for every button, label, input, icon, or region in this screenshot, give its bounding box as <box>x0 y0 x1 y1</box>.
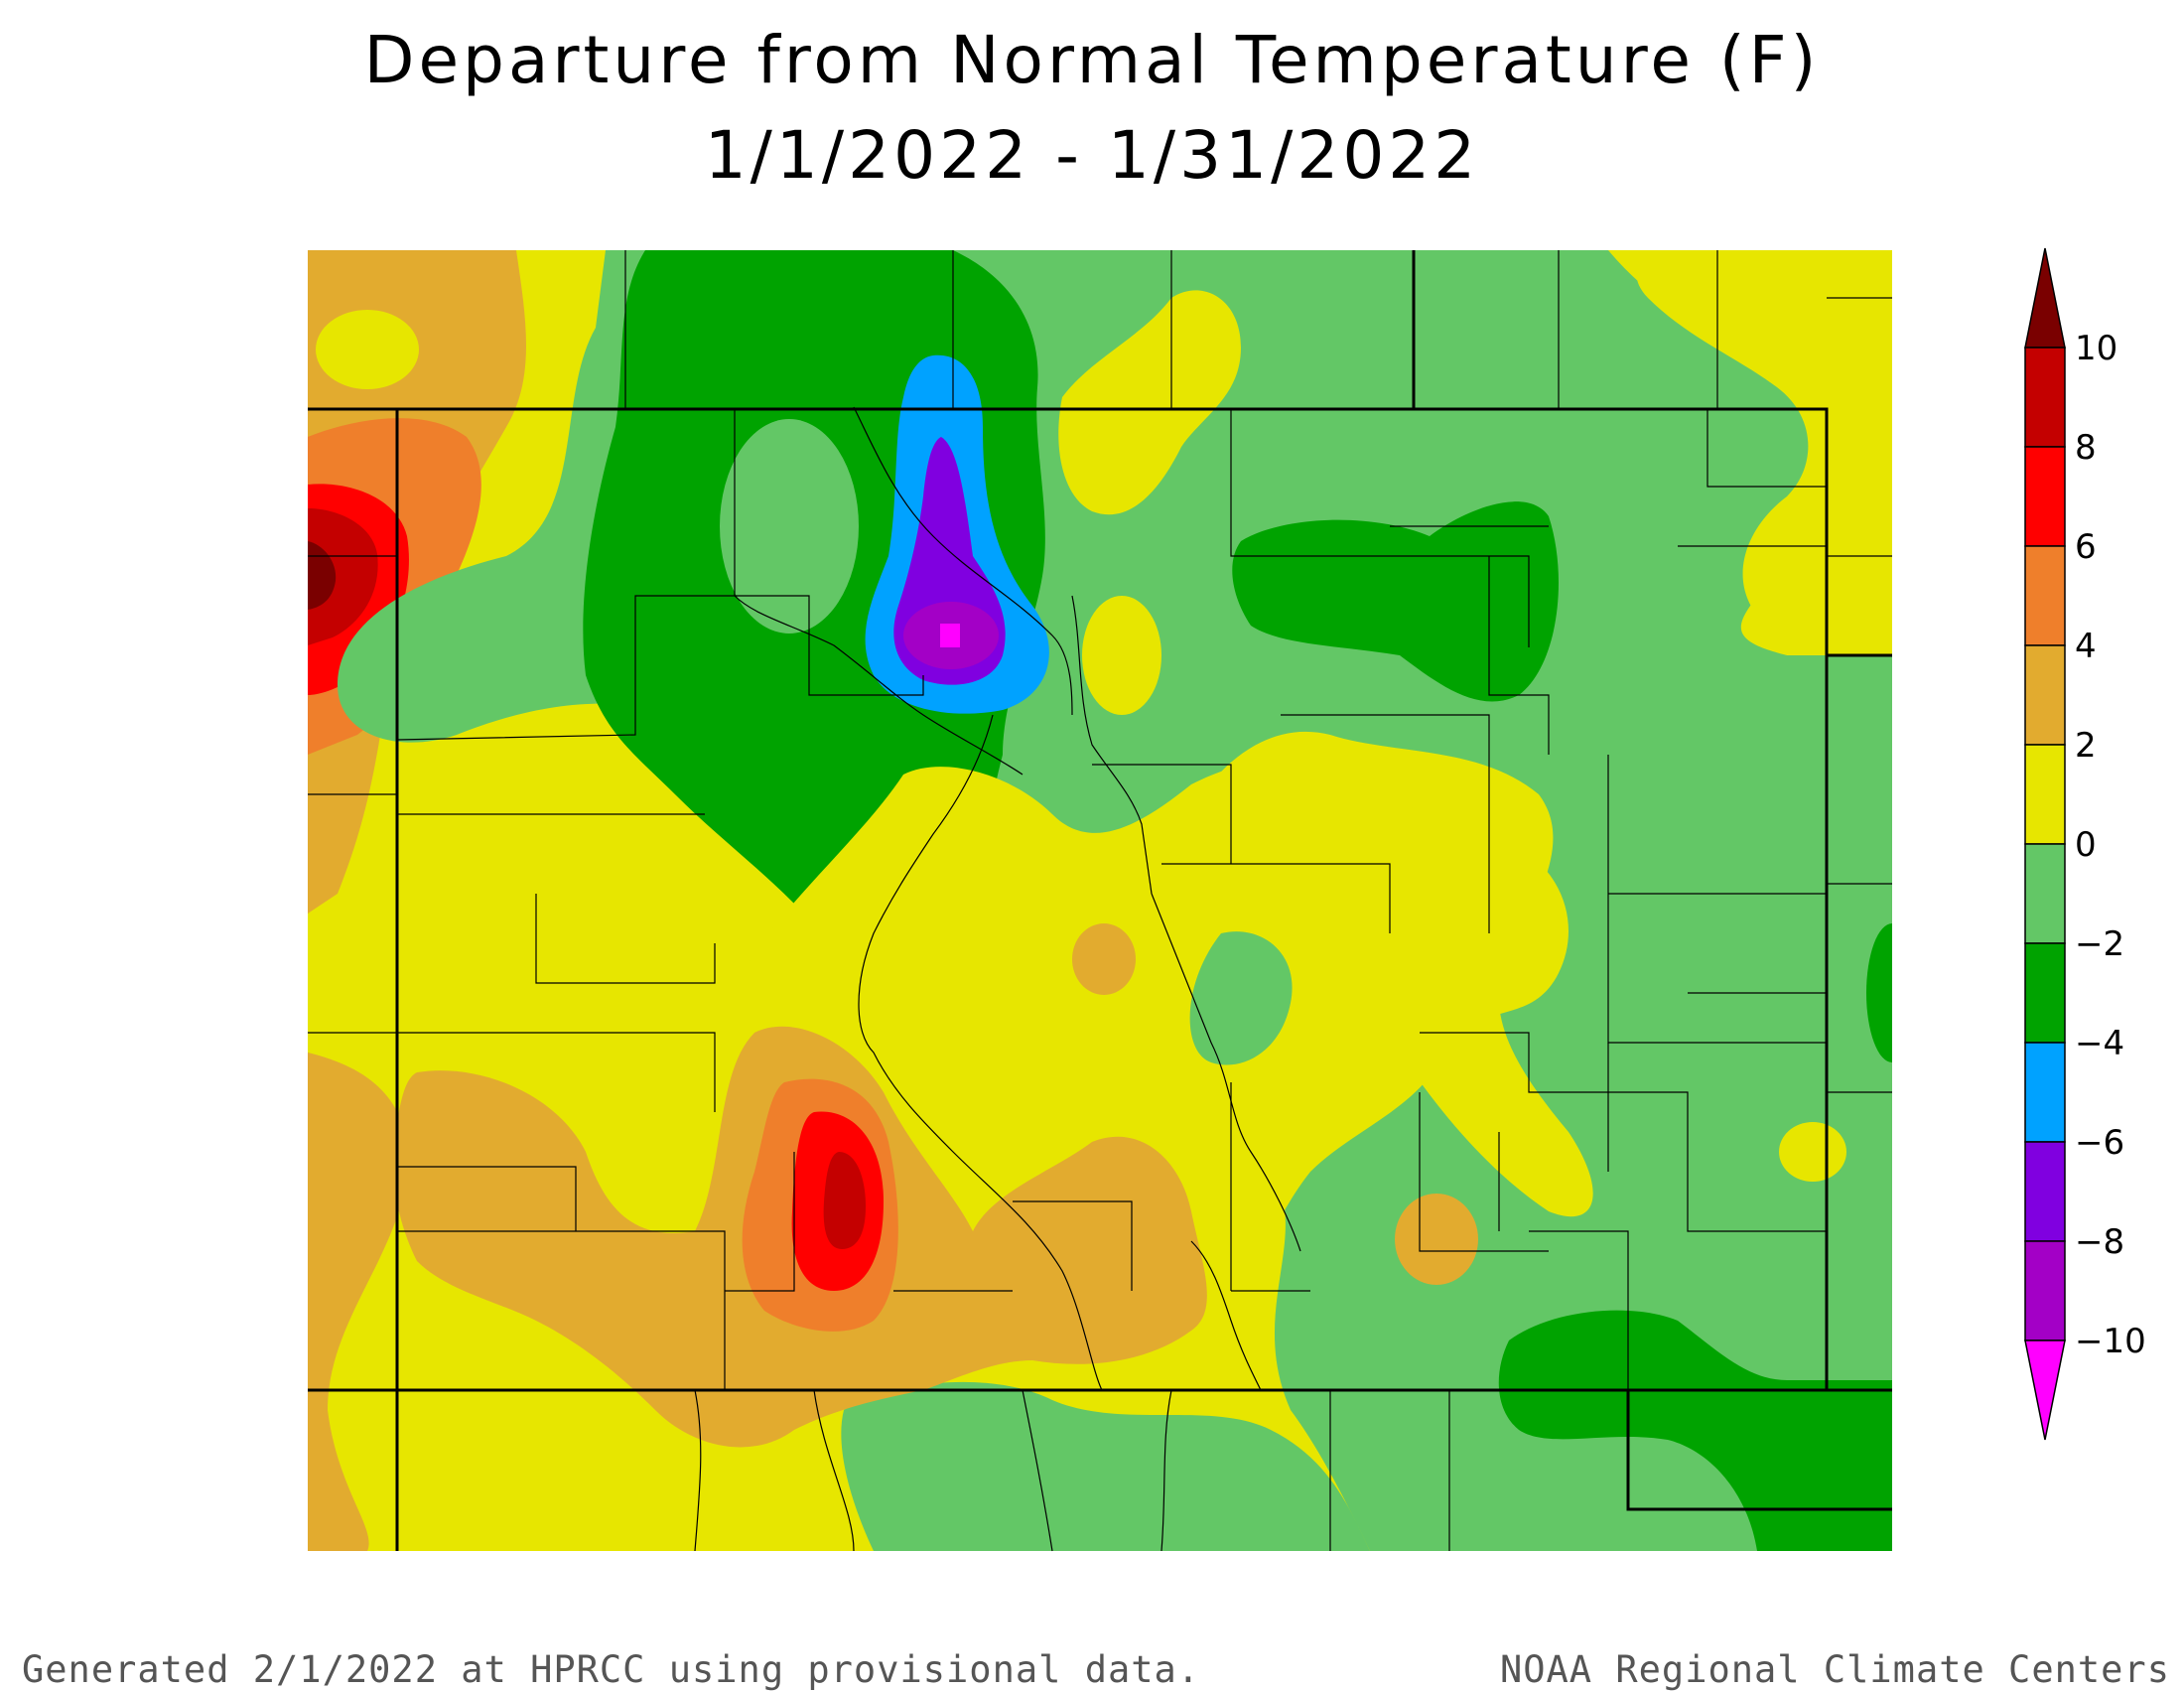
legend-tick-label: −2 <box>2075 924 2124 964</box>
legend-bin <box>2024 446 2066 547</box>
legend-bin <box>2024 644 2066 746</box>
legend-tick-label: 4 <box>2075 627 2097 666</box>
fill-2-to-4-center-blob <box>1072 923 1136 995</box>
county-boundaries <box>308 250 1892 1552</box>
legend-bin <box>2024 347 2066 448</box>
legend-tick-label: −4 <box>2075 1024 2124 1063</box>
legend-bin <box>2024 545 2066 646</box>
fill-minus4-to-minus2-southeast <box>1498 1310 1892 1551</box>
legend-arrow-top <box>2024 247 2066 349</box>
fill-8-to-10-west <box>308 508 378 645</box>
legend-tick-label: 6 <box>2075 527 2097 567</box>
contour-fill-layer <box>308 250 1892 1551</box>
color-legend: 10 8 6 4 2 0 −2 −4 −6 −8 −10 <box>2024 247 2146 1441</box>
fill-minus2-to-0-hole <box>720 419 859 634</box>
legend-tick-label: −10 <box>2075 1322 2146 1361</box>
legend-bin <box>2024 1141 2066 1242</box>
legend-tick-label: 10 <box>2075 329 2117 368</box>
legend-bin <box>2024 843 2066 944</box>
generated-note: Generated 2/1/2022 at HPRCC using provis… <box>22 1648 1201 1691</box>
date-range-subtitle: 1/1/2022 - 1/31/2022 <box>704 117 1480 194</box>
legend-bin <box>2024 1042 2066 1143</box>
legend-tick-label: 8 <box>2075 428 2097 468</box>
fill-0-to-2-ne <box>1636 250 1892 638</box>
legend-tick-label: −6 <box>2075 1123 2124 1163</box>
legend-tick-label: 0 <box>2075 825 2097 865</box>
fill-0-to-2-central <box>730 763 1569 1314</box>
legend-tick-label: −8 <box>2075 1222 2124 1262</box>
fill-gt-10-west <box>308 541 337 610</box>
legend-bin <box>2024 1240 2066 1341</box>
fill-0-to-2-center-blob <box>1082 596 1161 715</box>
fill-minus4-to-minus2-east <box>1232 501 1559 702</box>
fill-0-to-2-nw-blob <box>316 310 419 389</box>
fill-2-to-4-east-blob <box>1395 1194 1478 1285</box>
fill-0-to-2-east-blob <box>1779 1122 1846 1182</box>
fill-lt-minus10 <box>940 624 960 647</box>
legend-arrow-bottom <box>2024 1339 2066 1441</box>
legend-bin <box>2024 744 2066 845</box>
map-title: Departure from Normal Temperature (F) <box>363 22 1821 98</box>
fill-8-to-10-southwest <box>823 1152 866 1249</box>
fill-2-to-4-southwest-edge <box>308 1053 408 1551</box>
state-boundaries <box>308 250 1892 1551</box>
fill-minus4-to-minus2-east-edge <box>1866 923 1892 1062</box>
fill-0-to-2-north-blob <box>1058 290 1241 515</box>
fill-minus2-to-0-south <box>841 1381 1370 1551</box>
source-credit: NOAA Regional Climate Centers <box>1499 1648 2170 1691</box>
legend-tick-label: 2 <box>2075 726 2097 766</box>
legend-bin <box>2024 942 2066 1044</box>
fill-minus2-to-0-central-island <box>1189 931 1293 1065</box>
